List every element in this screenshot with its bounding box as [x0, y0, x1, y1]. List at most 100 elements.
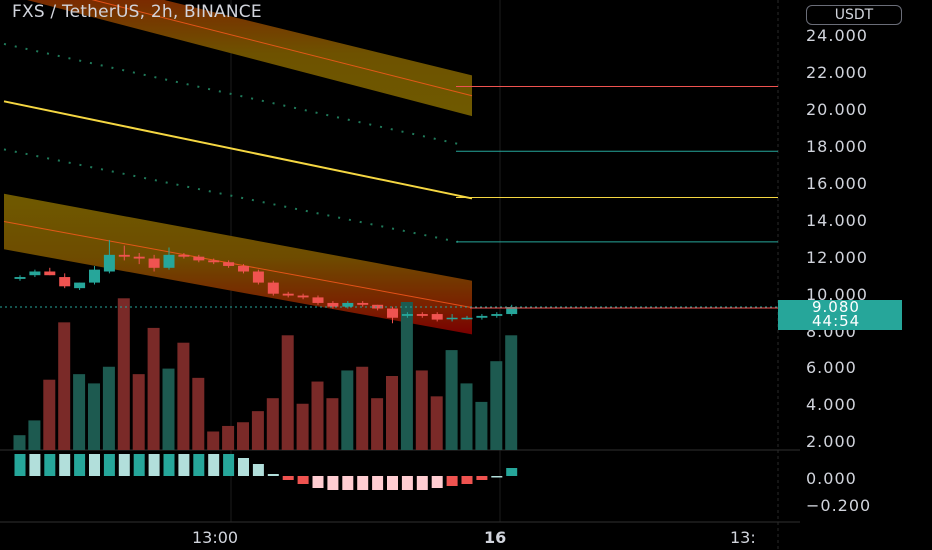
volume-bar: [415, 370, 428, 450]
price-label: 10.000: [806, 285, 868, 304]
right-levels: [0, 86, 778, 309]
volume-bar: [43, 379, 56, 450]
candle-body: [297, 295, 309, 298]
oscillator-histogram: [14, 454, 518, 490]
oscillator-bar: [401, 476, 413, 490]
volume-bar: [237, 422, 249, 450]
volume-bar: [88, 383, 100, 450]
oscillator-bar: [252, 464, 264, 476]
candle-body: [14, 277, 26, 279]
candle-body: [148, 258, 160, 268]
candle-body: [44, 271, 56, 276]
candle-body: [476, 315, 488, 318]
candle-body: [74, 282, 86, 289]
volume-bar: [177, 342, 190, 450]
oscillator-bar: [297, 476, 309, 484]
candle-body: [252, 271, 264, 283]
candlesticks: [14, 240, 518, 324]
candle-body: [238, 265, 249, 272]
volume-bar: [475, 401, 488, 450]
oscillator-bar: [14, 454, 26, 476]
volume-bar: [341, 370, 354, 450]
candle-body: [163, 254, 175, 268]
volume-bar: [296, 403, 309, 450]
volume-bar: [222, 425, 235, 450]
candle-body: [118, 254, 130, 257]
oscillator-bar: [387, 476, 398, 490]
candle-body: [506, 307, 518, 315]
candle-body: [312, 297, 324, 303]
candle-body: [416, 314, 428, 316]
oscillator-bar: [29, 454, 41, 476]
volume-label: 6.000: [806, 358, 857, 377]
currency-button[interactable]: USDT: [806, 5, 902, 25]
volume-bar: [162, 368, 175, 450]
candle-body: [178, 254, 190, 257]
candle-body: [431, 314, 443, 320]
candle-body: [401, 314, 413, 316]
oscillator-bar: [491, 476, 503, 478]
last-price-value: 9.080: [812, 298, 860, 316]
volume-bar: [400, 302, 413, 450]
moving-average-line: [3, 100, 473, 200]
last-price-tag: 9.080 44:54: [778, 300, 902, 330]
volume-bar: [28, 420, 41, 450]
candle-body: [193, 256, 205, 261]
oscillator-bar: [178, 454, 190, 476]
oscillator-bar: [357, 476, 369, 490]
price-label: 20.000: [806, 100, 868, 119]
bar-countdown: 44:54: [812, 312, 861, 330]
oscillator-bar: [342, 476, 354, 490]
candle-body: [327, 302, 339, 307]
time-label: 16: [484, 528, 507, 547]
candle-body: [103, 254, 115, 272]
time-label: 13:00: [192, 528, 239, 547]
candle-body: [29, 271, 41, 276]
oscillator-bar: [372, 476, 384, 490]
oscillator-bar: [103, 454, 115, 476]
oscillator-bar: [118, 454, 130, 476]
oscillator-bar: [74, 454, 86, 476]
oscillator-bar: [506, 468, 518, 476]
volume-bar: [356, 366, 369, 450]
volume-label: 2.000: [806, 432, 857, 451]
oscillator-bar: [282, 476, 294, 480]
oscillator-bar: [312, 476, 324, 488]
volume-bar: [460, 383, 473, 450]
price-label: 22.000: [806, 63, 868, 82]
price-label: 24.000: [806, 26, 868, 45]
candle-body: [223, 262, 235, 266]
indicator-lines: [3, 42, 473, 243]
oscillator-bar: [148, 454, 160, 476]
oscillator-bar: [89, 454, 100, 476]
time-label: 13:: [730, 528, 756, 547]
symbol-title[interactable]: FXS / TetherUS, 2h, BINANCE: [12, 2, 262, 22]
lower-channel-band-midline: [3, 221, 473, 309]
volume-bar: [371, 398, 384, 450]
candle-body: [342, 302, 354, 307]
volume-bar: [102, 366, 115, 450]
oscillator-label: −0.200: [806, 496, 872, 515]
candle-body: [461, 317, 473, 320]
volume-bar: [281, 335, 294, 450]
oscillator-bar: [327, 476, 339, 490]
volume-bar: [207, 431, 220, 450]
oscillator-bar: [238, 458, 249, 476]
volume-bar: [490, 361, 503, 450]
oscillator-bar: [431, 476, 443, 488]
candle-body: [267, 282, 279, 294]
volume-bar: [266, 398, 279, 450]
oscillator-bar: [208, 454, 220, 476]
volume-label: 4.000: [806, 395, 857, 414]
price-label: 12.000: [806, 248, 868, 267]
candle-body: [282, 293, 294, 296]
price-label: 18.000: [806, 137, 868, 156]
oscillator-bar: [193, 454, 205, 476]
oscillator-bar: [163, 454, 175, 476]
volume-bar: [58, 322, 71, 450]
dotted-trendline: [3, 148, 459, 243]
oscillator-bar: [461, 476, 473, 484]
volume-bar: [251, 411, 264, 450]
dotted-trendline: [3, 42, 459, 145]
